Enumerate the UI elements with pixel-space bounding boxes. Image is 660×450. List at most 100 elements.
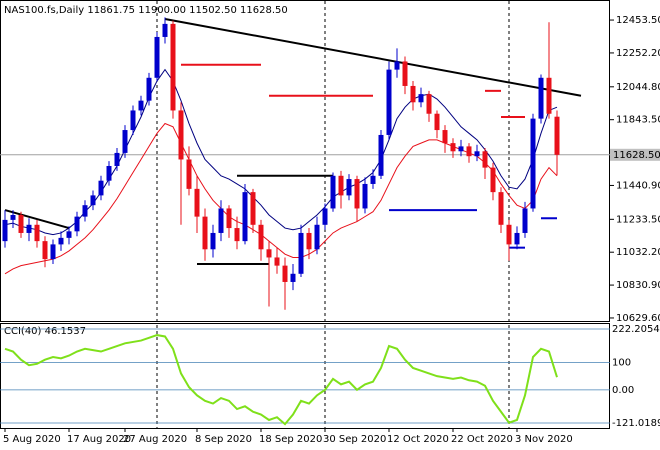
- candle-body: [322, 208, 328, 225]
- candle-body: [242, 192, 248, 242]
- candle-body: [50, 244, 56, 260]
- candle-body: [546, 77, 552, 114]
- candle-body: [314, 224, 320, 250]
- candle-body: [154, 36, 160, 78]
- candle-body: [18, 214, 24, 233]
- x-tick-label: 18 Sep 2020: [259, 434, 322, 445]
- candle-body: [274, 257, 280, 266]
- candle-body: [218, 208, 224, 233]
- candle-body: [122, 130, 128, 153]
- y-tick-label: 12044.80: [616, 82, 660, 93]
- candle-body: [498, 192, 504, 225]
- candle-body: [338, 175, 344, 196]
- cci-panel: [0, 323, 610, 429]
- candle-body: [210, 232, 216, 250]
- cci-tick-label: 100: [612, 357, 631, 368]
- candle-body: [66, 231, 72, 238]
- cci-tick-label: -121.0189: [612, 418, 660, 429]
- candle-body: [370, 175, 376, 184]
- candle-body: [290, 273, 296, 282]
- y-tick-label: 11233.50: [616, 214, 660, 225]
- candle-body: [90, 195, 96, 206]
- candle-body: [74, 216, 80, 232]
- candle-body: [490, 167, 496, 193]
- candle-body: [170, 23, 176, 111]
- x-tick-label: 30 Sep 2020: [323, 434, 386, 445]
- candle-body: [130, 110, 136, 131]
- candle-body: [42, 241, 48, 260]
- last-price-label: 11628.50: [613, 150, 660, 161]
- candle-body: [434, 113, 440, 131]
- candle-body: [522, 208, 528, 233]
- candle-body: [378, 134, 384, 176]
- x-tick-label: 8 Sep 2020: [195, 434, 252, 445]
- candle-body: [58, 237, 64, 245]
- candle-body: [98, 180, 104, 196]
- y-tick-label: 11843.50: [616, 115, 660, 126]
- candle-body: [250, 192, 256, 225]
- x-tick-label: 5 Aug 2020: [3, 434, 61, 445]
- candle-body: [474, 151, 480, 157]
- candle-body: [26, 224, 32, 233]
- trend-line: [164, 18, 582, 97]
- y-tick-label: 12252.20: [616, 48, 660, 59]
- candle-body: [146, 77, 152, 101]
- candle-body: [138, 100, 144, 111]
- overlay-line: [4, 68, 558, 236]
- candle-body: [234, 228, 240, 242]
- candle-body: [10, 214, 16, 220]
- candle-body: [162, 23, 168, 37]
- candle-body: [482, 151, 488, 168]
- candle-body: [402, 61, 408, 86]
- x-tick-label: 3 Nov 2020: [515, 434, 573, 445]
- candle-body: [82, 205, 88, 217]
- candle-body: [514, 232, 520, 245]
- x-tick-label: 12 Oct 2020: [387, 434, 449, 445]
- y-tick-label: 10830.90: [616, 280, 660, 291]
- candle-body: [538, 77, 544, 119]
- candle-body: [386, 69, 392, 135]
- candle-body: [178, 110, 184, 160]
- candle-body: [2, 219, 8, 242]
- x-tick-label: 17 Aug 2020: [67, 434, 131, 445]
- candle-body: [306, 232, 312, 250]
- candle-body: [34, 224, 40, 242]
- last-price-tag: [610, 148, 660, 161]
- candle-body: [466, 146, 472, 157]
- cci-tick-label: 222.2054: [612, 324, 660, 335]
- candle-body: [106, 165, 112, 181]
- main-panel: [0, 0, 610, 322]
- candle-body: [426, 94, 432, 114]
- candle-body: [258, 224, 264, 250]
- y-tick-label: 11440.90: [616, 180, 660, 191]
- candle-body: [346, 179, 352, 196]
- candle-body: [202, 216, 208, 250]
- candle-body: [410, 85, 416, 103]
- candle-body: [266, 249, 272, 258]
- y-tick-label: 12453.50: [616, 15, 660, 26]
- candle-body: [298, 232, 304, 274]
- candle-body: [394, 61, 400, 70]
- cci-line: [4, 334, 558, 426]
- candle-body: [186, 159, 192, 189]
- candle-body: [114, 152, 120, 166]
- candle-body: [554, 116, 560, 155]
- cci-title: CCI(40) 46.1537: [4, 326, 86, 337]
- candle-body: [506, 224, 512, 245]
- candle-body: [530, 118, 536, 209]
- candle-body: [330, 175, 336, 209]
- x-tick-label: 22 Oct 2020: [451, 434, 513, 445]
- candle-body: [458, 146, 464, 152]
- trend-line: [4, 209, 70, 230]
- candle-body: [450, 143, 456, 152]
- y-tick-label: 11032.20: [616, 247, 660, 258]
- cci-tick-label: 0.00: [612, 385, 634, 396]
- x-tick-label: 27 Aug 2020: [123, 434, 187, 445]
- candle-body: [418, 94, 424, 103]
- candle-body: [354, 179, 360, 209]
- header: NAS100.fs,Daily 11861.75 11900.00 11502.…: [4, 5, 288, 16]
- overlay-line: [4, 122, 558, 275]
- candle-body: [362, 183, 368, 209]
- candle-body: [282, 265, 288, 282]
